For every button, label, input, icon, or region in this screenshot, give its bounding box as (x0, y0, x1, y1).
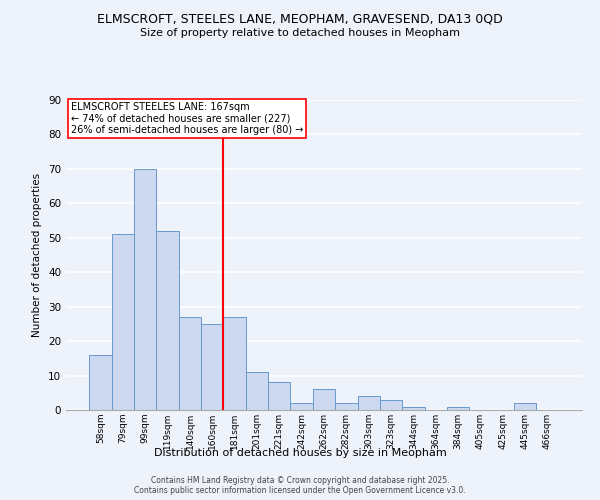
Bar (223, 317, 246, 410)
Bar (290, 403, 313, 410)
Bar (447, 406, 469, 410)
Text: Contains HM Land Registry data © Crown copyright and database right 2025.
Contai: Contains HM Land Registry data © Crown c… (134, 476, 466, 495)
Bar (89, 355, 112, 410)
Bar (380, 400, 402, 410)
Bar (358, 396, 380, 410)
Bar (514, 403, 536, 410)
Bar (402, 406, 425, 410)
Bar (335, 403, 358, 410)
Bar (313, 390, 335, 410)
Bar (268, 382, 290, 410)
Text: ELMSCROFT, STEELES LANE, MEOPHAM, GRAVESEND, DA13 0QD: ELMSCROFT, STEELES LANE, MEOPHAM, GRAVES… (97, 12, 503, 26)
Bar (201, 324, 223, 410)
Bar (157, 231, 179, 410)
Text: ELMSCROFT STEELES LANE: 167sqm
← 74% of detached houses are smaller (227)
26% of: ELMSCROFT STEELES LANE: 167sqm ← 74% of … (71, 102, 304, 134)
Bar (134, 169, 157, 410)
Y-axis label: Number of detached properties: Number of detached properties (32, 173, 43, 337)
Bar (112, 234, 134, 410)
Bar (179, 317, 201, 410)
Text: Distribution of detached houses by size in Meopham: Distribution of detached houses by size … (154, 448, 446, 458)
Text: Size of property relative to detached houses in Meopham: Size of property relative to detached ho… (140, 28, 460, 38)
Bar (246, 372, 268, 410)
